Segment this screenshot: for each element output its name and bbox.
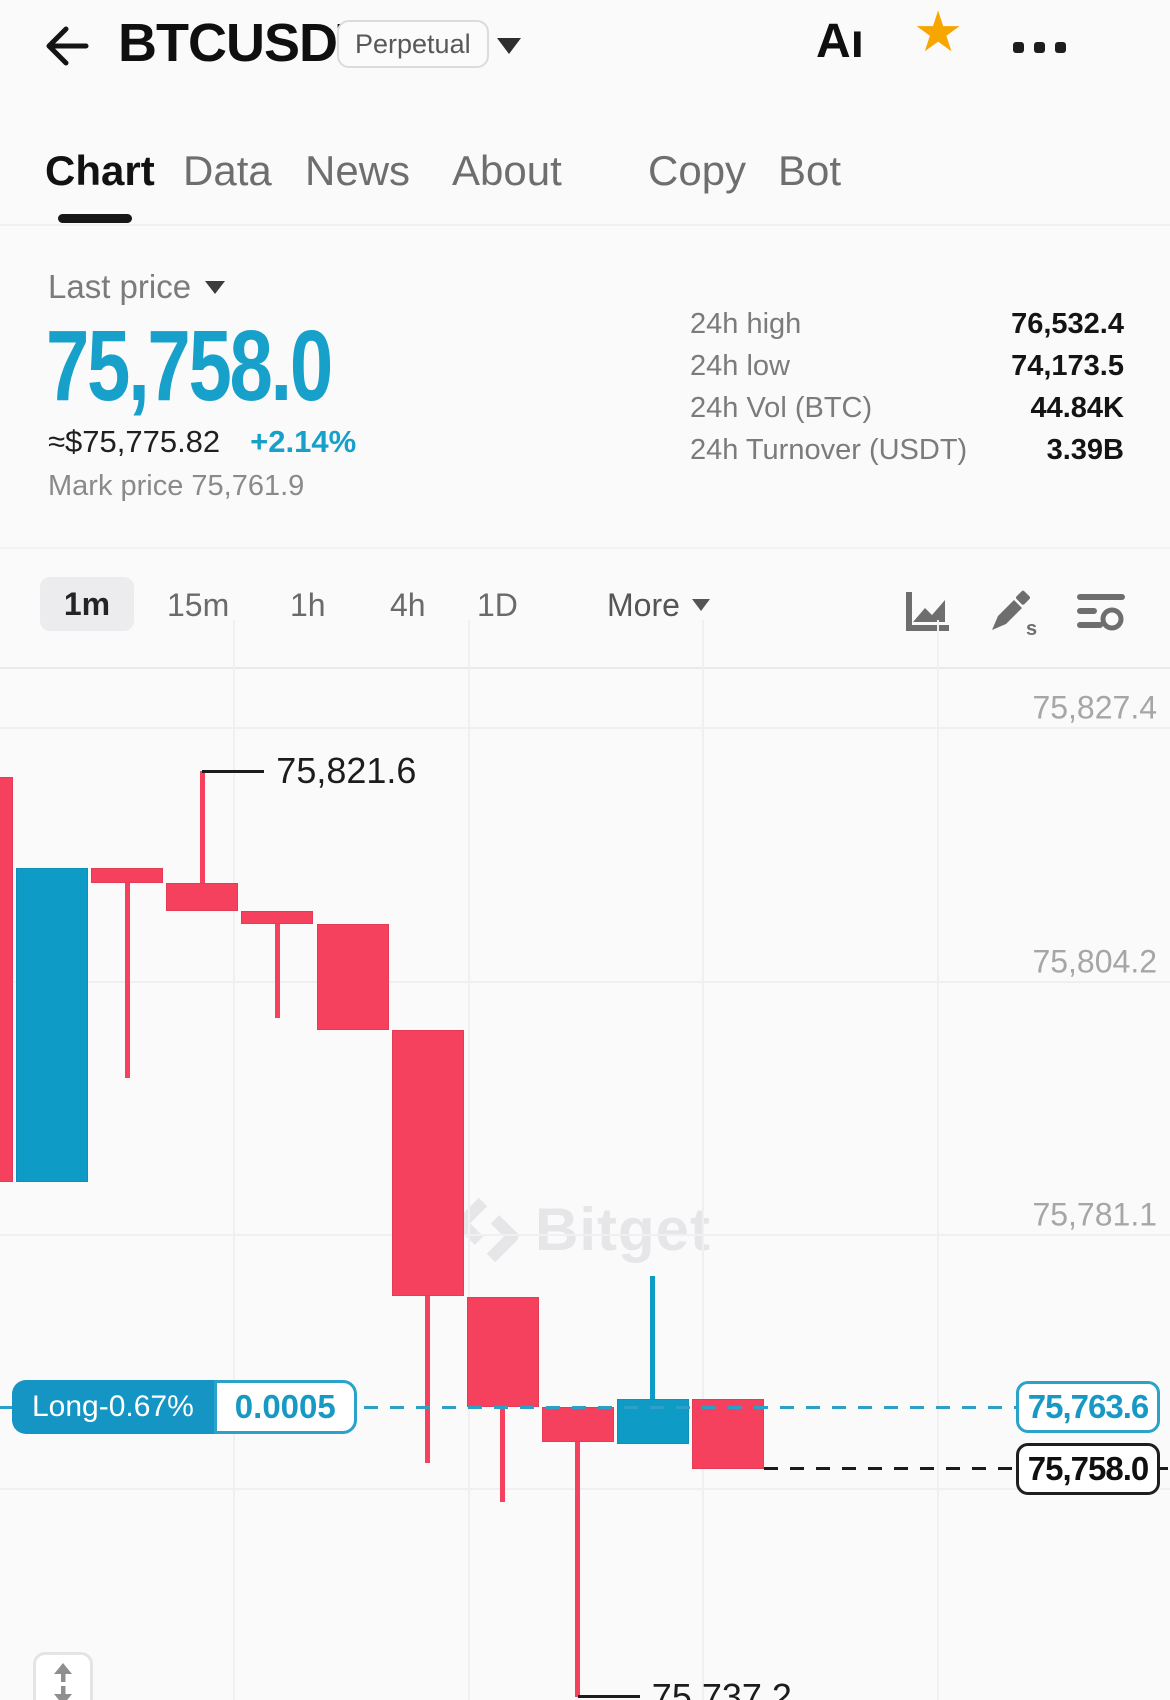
position-badge[interactable]: Long-0.67% 0.0005: [12, 1380, 357, 1435]
stat-row-low: 24h low 74,173.5: [690, 350, 1124, 382]
candle-wick-down: [575, 1407, 581, 1697]
tab-about[interactable]: About: [452, 147, 562, 194]
price-annotation-line: [577, 1695, 640, 1699]
candle-body-down: [166, 883, 239, 911]
price-annotation-label: 75,821.6: [276, 750, 417, 792]
contract-type-badge: Perpetual: [337, 20, 489, 68]
active-tab-underline: [58, 214, 132, 223]
favorite-star-icon[interactable]: ★: [913, 0, 964, 63]
y-axis-label: 75,781.1: [1032, 1196, 1157, 1233]
grid-hline: [0, 1234, 1170, 1236]
pair-selector-caret-icon[interactable]: [497, 38, 521, 54]
timeframe-1m[interactable]: 1m: [40, 577, 134, 631]
more-caret-icon: [691, 599, 710, 611]
candle-body-down: [391, 1030, 464, 1297]
svg-text:s: s: [1026, 618, 1037, 636]
tab-bot[interactable]: Bot: [778, 147, 842, 194]
divider: [0, 547, 1170, 549]
candle-wick-down: [199, 771, 205, 911]
price-scale-expand-button[interactable]: [33, 1652, 93, 1700]
candlestick-chart-canvas[interactable]: Bitget 75,827.4 75,804.2 75,781.1 75,821.6 7…: [0, 620, 1170, 1700]
price-annotation-label: 75,737.2: [651, 1675, 792, 1700]
bitget-logo-icon: [455, 1197, 519, 1262]
tab-chart[interactable]: Chart: [45, 147, 155, 194]
back-button[interactable]: [40, 20, 92, 72]
candle-body-down: [541, 1407, 614, 1443]
position-badge-label: Long-0.67%: [12, 1380, 214, 1435]
divider: [0, 224, 1170, 226]
change-percent: +2.14%: [250, 424, 357, 459]
last-price-selector[interactable]: Last price: [48, 268, 226, 306]
stat-row-turnover: 24h Turnover (USDT) 3.39B: [690, 434, 1124, 466]
back-arrow-icon: [46, 26, 89, 66]
mark-price: Mark price 75,761.9: [48, 470, 305, 502]
grid-hline: [0, 727, 1170, 729]
last-price-caret-icon: [205, 280, 226, 294]
price-conversion-row: ≈$75,775.82 +2.14%: [48, 424, 356, 460]
position-badge-value: 0.0005: [213, 1380, 357, 1435]
candle-body-down: [316, 923, 389, 1031]
candle-body-down: [692, 1398, 764, 1469]
y-axis-label: 75,804.2: [1032, 943, 1157, 980]
entry-price-line: [0, 1405, 1170, 1409]
symbol-title: BTCUSDT: [118, 13, 370, 73]
y-axis-label: 75,827.4: [1032, 689, 1157, 726]
candle-wick-down: [124, 867, 130, 1079]
candle-body-up: [16, 867, 89, 1183]
candle-wick-up: [650, 1275, 656, 1444]
candle-body-down: [0, 776, 13, 1183]
ai-icon[interactable]: Aı: [816, 15, 864, 68]
chart-style-icon[interactable]: [903, 590, 951, 634]
indicators-icon[interactable]: [1076, 590, 1125, 634]
timeframe-1d[interactable]: 1D: [477, 587, 518, 623]
grid-hline: [0, 1488, 1170, 1490]
timeframe-more-button[interactable]: More: [607, 585, 710, 625]
entry-price-tag: 75,763.6: [1016, 1381, 1160, 1434]
grid-vline: [937, 620, 939, 1700]
last-price-tag: 75,758.0: [1016, 1442, 1160, 1495]
draw-tools-icon[interactable]: s: [988, 590, 1037, 640]
more-menu-icon[interactable]: [1013, 42, 1066, 53]
timeframe-1h[interactable]: 1h: [290, 587, 326, 623]
tab-copy[interactable]: Copy: [648, 147, 747, 194]
tab-news[interactable]: News: [305, 147, 411, 194]
last-price-line: [764, 1467, 1170, 1471]
tab-data[interactable]: Data: [183, 147, 272, 194]
timeframe-4h[interactable]: 4h: [390, 587, 426, 623]
fiat-value: ≈$75,775.82: [48, 424, 221, 459]
grid-vline: [702, 620, 704, 1700]
divider: [0, 667, 1170, 669]
bitget-watermark: Bitget: [455, 1195, 711, 1264]
last-price-value: 75,758.0: [46, 310, 333, 422]
grid-vline: [468, 620, 470, 1700]
stat-row-vol: 24h Vol (BTC) 44.84K: [690, 392, 1124, 424]
grid-hline: [0, 981, 1170, 983]
price-annotation-line: [202, 769, 265, 773]
timeframe-15m[interactable]: 15m: [167, 587, 230, 623]
grid-vline: [233, 620, 235, 1700]
stat-row-high: 24h high 76,532.4: [690, 308, 1124, 340]
candle-body-down: [241, 910, 314, 924]
candle-wick-down: [274, 910, 280, 1019]
updown-arrows-icon: [54, 1663, 72, 1700]
candle-body-down: [91, 867, 164, 884]
candle-body-down: [466, 1296, 539, 1408]
